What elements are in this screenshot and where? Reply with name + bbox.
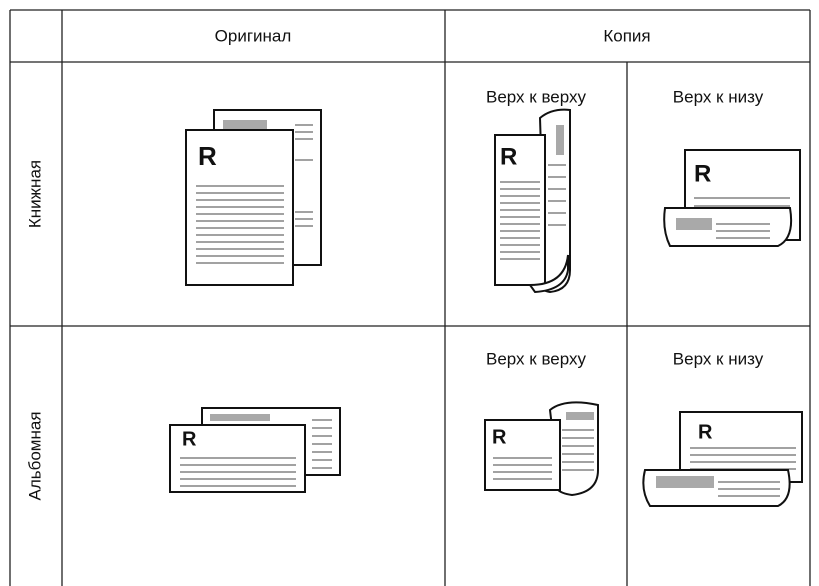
row-label: Альбомная — [25, 411, 44, 500]
copy-label: Верх к верху — [486, 87, 586, 106]
page-curl — [663, 207, 793, 247]
gray-bar — [210, 414, 270, 421]
copy-label: Верх к низу — [673, 349, 764, 368]
page — [185, 129, 294, 286]
row-label: Книжная — [25, 160, 44, 228]
header-original: Оригинал — [215, 26, 292, 45]
header-copy: Копия — [603, 26, 650, 45]
illustrations: R R R R R R — [169, 108, 803, 507]
gray-bar — [656, 476, 714, 488]
page-letter: R — [694, 160, 711, 187]
page-curl — [528, 254, 569, 294]
gray-bar — [223, 120, 267, 130]
page-letter: R — [698, 421, 713, 443]
page — [169, 424, 306, 493]
copy-label: Верх к низу — [673, 87, 764, 106]
page-letter: R — [198, 141, 217, 171]
gray-bar — [556, 125, 564, 155]
gray-bar — [566, 412, 594, 420]
page-letter: R — [182, 428, 197, 450]
page-letter: R — [492, 426, 507, 448]
table-grid — [9, 9, 811, 586]
gray-bar — [676, 218, 712, 230]
copy-label: Верх к верху — [486, 349, 586, 368]
page-letter: R — [500, 143, 517, 170]
page — [484, 419, 561, 491]
